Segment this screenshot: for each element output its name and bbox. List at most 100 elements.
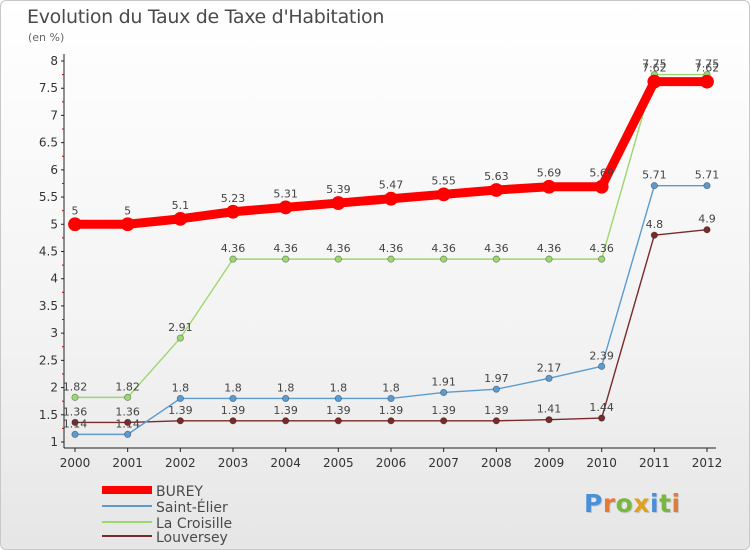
data-label: 2.39 [589,349,614,362]
y-tick-label: 7 [50,108,58,122]
data-point [282,394,290,403]
data-label: 4.9 [698,213,716,226]
data-label: 1.39 [484,404,509,417]
x-tick-label: 2010 [586,456,617,470]
data-point [489,183,504,197]
data-point [542,179,556,194]
data-point [598,255,606,263]
data-point [229,417,237,425]
data-label: 4.36 [484,242,509,255]
data-point [598,362,606,370]
data-point [545,374,553,382]
data-label: 1.36 [115,405,140,418]
data-point [334,417,342,425]
logo-letter: P [584,489,603,518]
x-tick-label: 2008 [481,456,512,470]
x-tick-label: 2006 [376,456,407,470]
data-point [650,182,658,190]
y-tick-label: 6.5 [39,136,58,150]
x-tick-label: 2003 [218,456,249,470]
data-point [598,414,606,422]
x-tick-label: 2001 [112,456,143,470]
y-tick-label: 2.5 [39,353,58,367]
data-point [440,255,448,263]
data-label: 5.47 [379,179,404,192]
data-label: 7.62 [695,62,720,75]
data-point [334,394,342,403]
data-point [120,217,135,232]
y-tick-label: 3 [50,326,58,340]
data-label: 1.8 [277,381,295,394]
y-tick-label: 1 [50,435,58,449]
data-label: 5.39 [326,183,351,196]
data-label: 4.36 [273,242,298,255]
y-tick-label: 3.5 [39,299,58,313]
data-label: 1.36 [63,405,88,418]
x-tick-label: 2007 [428,456,459,470]
data-point [387,394,395,403]
legend-label: Saint-Élier [156,499,228,516]
y-tick-label: 5 [50,217,58,231]
logo-letter: i [671,489,681,518]
x-tick-label: 2009 [534,456,565,470]
data-point [282,255,290,263]
y-tick-label: 4.5 [39,245,58,259]
data-label: 1.82 [63,380,88,393]
data-point [650,231,658,239]
logo-letter: i [650,489,660,518]
data-label: 1.8 [224,381,242,394]
y-tick-label: 6 [50,163,58,177]
data-point [387,417,395,425]
data-point [229,394,237,403]
data-label: 1.39 [326,404,351,417]
data-point [545,255,553,263]
data-point [124,430,132,438]
data-point [703,226,711,234]
data-point [334,255,342,263]
data-label: 5.69 [537,167,562,180]
data-label: 1.44 [589,401,614,414]
data-label: 1.82 [115,380,140,393]
x-tick-label: 2005 [323,456,354,470]
data-point [492,417,500,425]
data-label: 4.36 [326,242,351,255]
data-label: 1.14 [63,417,88,430]
data-point [124,418,132,427]
data-label: 5.71 [642,169,667,182]
data-point [68,217,82,232]
data-point [545,416,553,424]
data-point [124,393,132,401]
data-point [173,211,188,226]
data-label: 4.36 [537,242,562,255]
data-label: 1.39 [221,404,246,417]
data-point [278,200,293,215]
data-point [229,255,237,263]
data-point [176,417,184,425]
y-tick-label: 5.5 [39,190,58,204]
logo-letter: r [602,489,616,518]
data-point [226,204,240,219]
data-point [594,179,609,194]
logo-letter: x [633,489,650,518]
data-label: 4.8 [646,218,664,231]
data-point [282,417,290,425]
data-label: 1.8 [172,381,190,394]
chart-title: Evolution du Taux de Taxe d'Habitation [27,6,385,28]
data-label: 5.31 [273,187,298,200]
y-tick-label: 4 [50,272,58,286]
data-point [71,393,79,401]
data-label: 5 [72,204,79,217]
data-label: 1.97 [484,372,509,385]
data-point [440,417,448,425]
data-point [703,182,711,190]
logo-letter: o [615,489,634,518]
proxiti-logo: Proxiti [584,489,681,518]
x-tick-label: 2011 [639,456,670,470]
x-tick-label: 2012 [692,456,723,470]
data-label: 1.39 [431,404,456,417]
data-point [647,74,662,89]
y-tick-label: 7.5 [39,81,58,95]
data-label: 1.91 [431,375,456,388]
data-label: 2.17 [537,361,562,374]
